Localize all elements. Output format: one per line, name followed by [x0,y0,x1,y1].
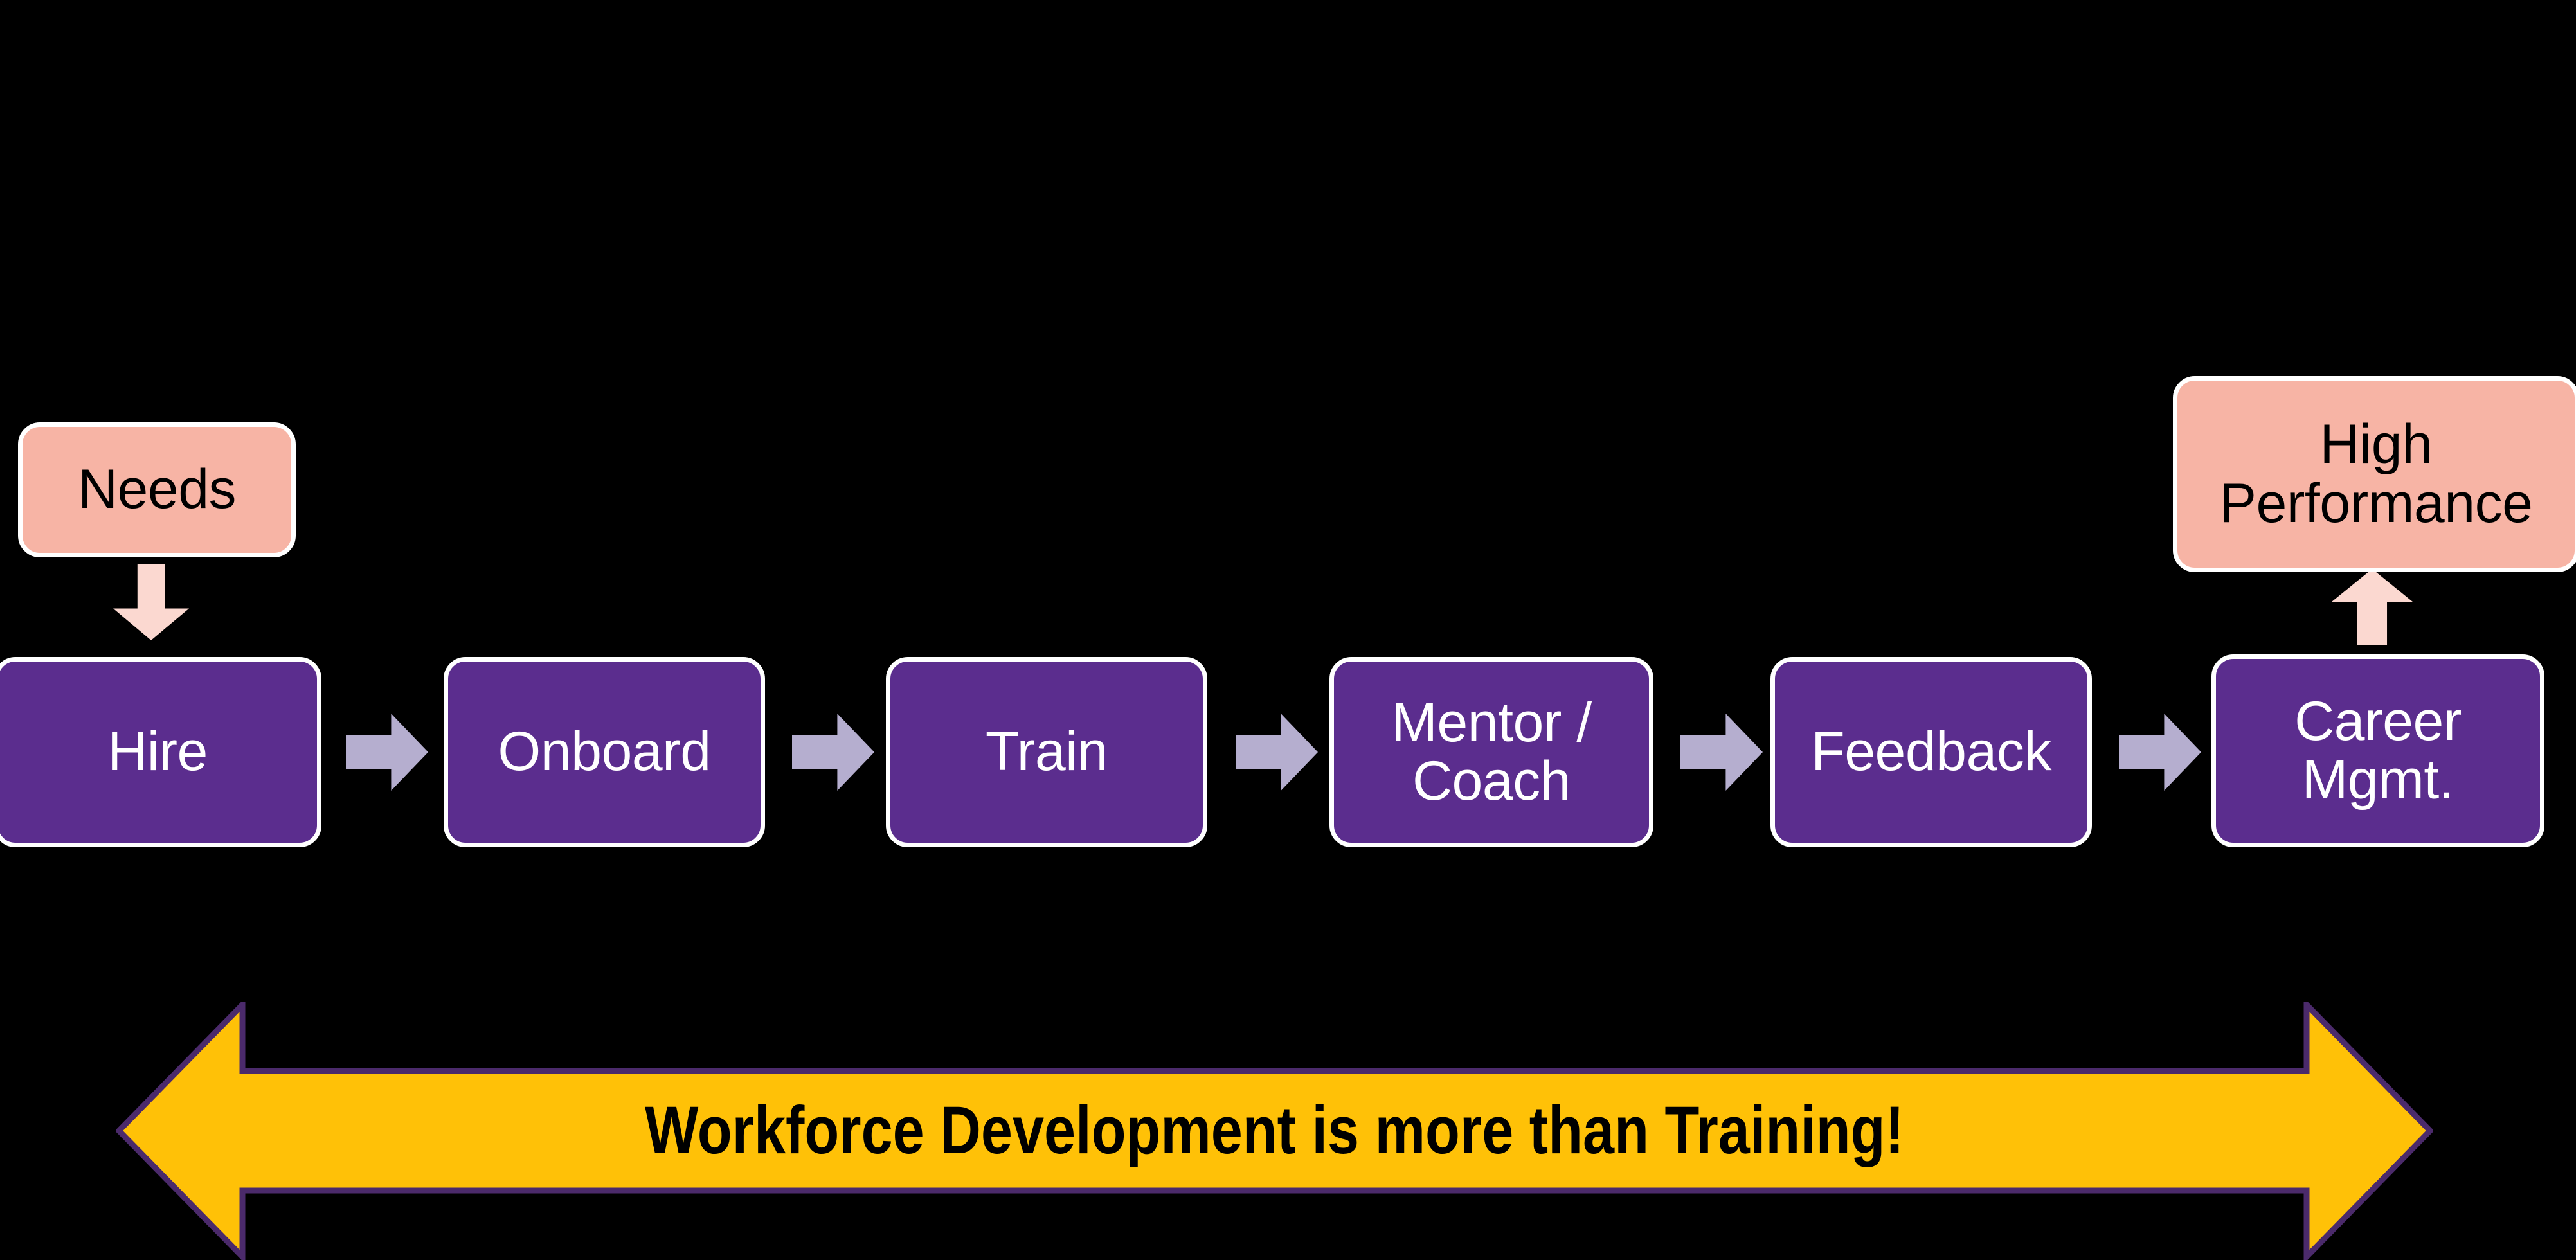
node-needs-label: Needs [77,458,237,521]
node-career-mgmt-label: Career Mgmt. [2294,690,2462,811]
node-hire[interactable]: Hire [0,657,321,847]
node-career-mgmt[interactable]: Career Mgmt. [2211,654,2544,847]
node-feedback-label: Feedback [1811,721,2051,783]
node-train[interactable]: Train [886,657,1207,847]
arrow-right-onboard-to-train [792,714,874,791]
node-high-performance-label: High Performance [2219,413,2533,534]
node-feedback[interactable]: Feedback [1770,657,2092,847]
node-needs[interactable]: Needs [18,422,296,557]
node-high-performance[interactable]: High Performance [2173,376,2576,572]
arrow-right-mentor-to-feedback [1680,714,1763,791]
arrow-down-needs-to-hire [113,564,189,640]
arrow-up-career-to-performance [2331,569,2413,645]
double-headed-arrow-icon [116,1002,2433,1260]
node-train-label: Train [985,721,1108,783]
arrow-right-feedback-to-career [2119,714,2201,791]
arrow-right-hire-to-onboard [346,714,428,791]
node-mentor-coach[interactable]: Mentor / Coach [1329,657,1653,847]
arrow-right-train-to-mentor [1236,714,1318,791]
workforce-banner[interactable]: Workforce Development is more than Train… [116,1002,2433,1260]
node-hire-label: Hire [107,721,208,783]
node-onboard[interactable]: Onboard [444,657,765,847]
node-mentor-coach-label: Mentor / Coach [1391,691,1592,812]
node-onboard-label: Onboard [498,721,711,783]
